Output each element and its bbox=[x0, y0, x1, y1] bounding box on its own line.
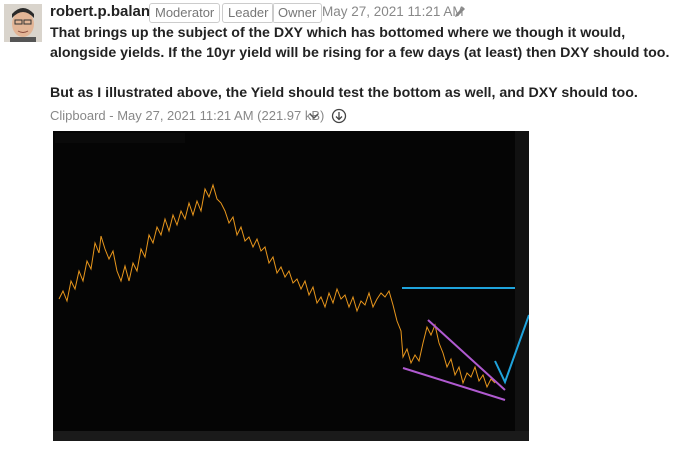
attachment-label: Clipboard - May 27, 2021 11:21 AM (221.9… bbox=[50, 108, 325, 123]
badge: Moderator bbox=[149, 3, 221, 23]
edit-icon[interactable] bbox=[453, 5, 467, 19]
badge: Owner bbox=[272, 3, 323, 23]
chart-image[interactable] bbox=[53, 131, 529, 441]
attachment-icons[interactable] bbox=[308, 108, 348, 126]
post-paragraph: That brings up the subject of the DXY wh… bbox=[50, 25, 670, 61]
badge: Leader bbox=[222, 3, 275, 23]
author-name[interactable]: robert.p.balan bbox=[50, 3, 151, 20]
avatar[interactable] bbox=[4, 4, 42, 42]
timestamp[interactable]: May 27, 2021 11:21 AM bbox=[322, 4, 464, 19]
post-paragraph: But as I illustrated above, the Yield sh… bbox=[50, 85, 638, 101]
